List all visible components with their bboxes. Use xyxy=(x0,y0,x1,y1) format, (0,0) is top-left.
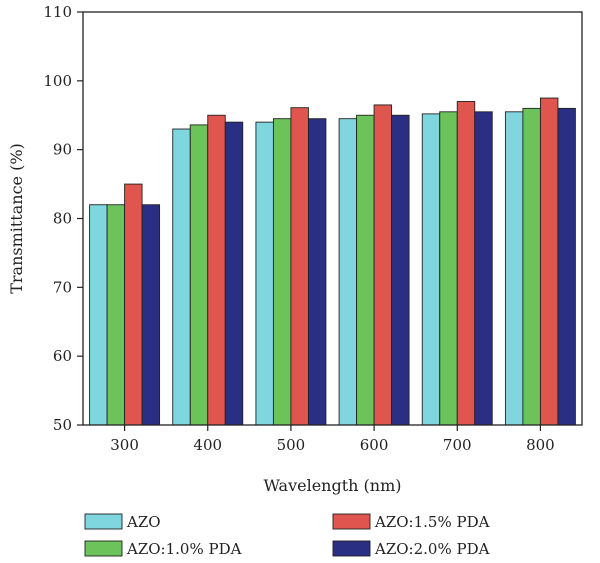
bar xyxy=(307,118,327,426)
legend-swatch xyxy=(84,540,123,557)
x-tick-label: 800 xyxy=(526,436,555,454)
legend-swatch xyxy=(332,540,371,557)
bar xyxy=(373,104,393,426)
y-axis-title: Transmittance (%) xyxy=(7,143,26,294)
y-tick-label: 110 xyxy=(43,3,72,21)
bar xyxy=(224,121,244,426)
x-tick-label: 500 xyxy=(277,436,306,454)
bar xyxy=(557,107,576,426)
bar xyxy=(172,128,191,426)
legend-label: AZO:1.0% PDA xyxy=(126,540,242,558)
bar xyxy=(522,107,541,426)
x-tick-label: 600 xyxy=(360,436,389,454)
y-tick-label: 50 xyxy=(53,416,72,434)
bar xyxy=(207,114,226,426)
bar xyxy=(338,118,358,426)
y-axis: 50 60 70 80 90 100 110 xyxy=(43,3,83,434)
y-tick-label: 60 xyxy=(53,347,72,365)
x-tick-label: 300 xyxy=(110,436,139,454)
bar xyxy=(106,204,126,426)
bar xyxy=(124,183,143,426)
bar xyxy=(290,107,309,426)
y-tick-label: 90 xyxy=(53,141,72,159)
bar xyxy=(421,113,441,426)
bars-layer xyxy=(89,97,576,426)
bar xyxy=(539,97,559,426)
x-axis: 300 400 500 600 700 800 xyxy=(110,425,555,454)
legend-swatch xyxy=(332,513,371,530)
bar xyxy=(189,124,209,426)
bar xyxy=(504,111,524,426)
x-tick-label: 700 xyxy=(443,436,472,454)
x-tick-label: 400 xyxy=(193,436,222,454)
bar xyxy=(255,121,274,426)
legend-label: AZO:1.5% PDA xyxy=(374,513,490,531)
x-axis-title: Wavelength (nm) xyxy=(263,476,401,495)
bar xyxy=(272,118,292,426)
bar xyxy=(391,114,410,426)
bar xyxy=(456,101,476,426)
bar xyxy=(89,204,108,426)
legend-label: AZO xyxy=(126,513,161,531)
y-tick-label: 100 xyxy=(43,72,72,90)
y-tick-label: 80 xyxy=(53,210,72,228)
legend-label: AZO:2.0% PDA xyxy=(374,540,490,558)
bar xyxy=(141,204,161,426)
bar xyxy=(439,111,458,426)
legend-swatch xyxy=(84,513,123,530)
bar xyxy=(474,111,493,426)
y-tick-label: 70 xyxy=(53,278,72,296)
legend: AZO AZO:1.0% PDA AZO:1.5% PDA AZO:2.0% PDA xyxy=(84,513,490,558)
bar xyxy=(356,114,375,426)
